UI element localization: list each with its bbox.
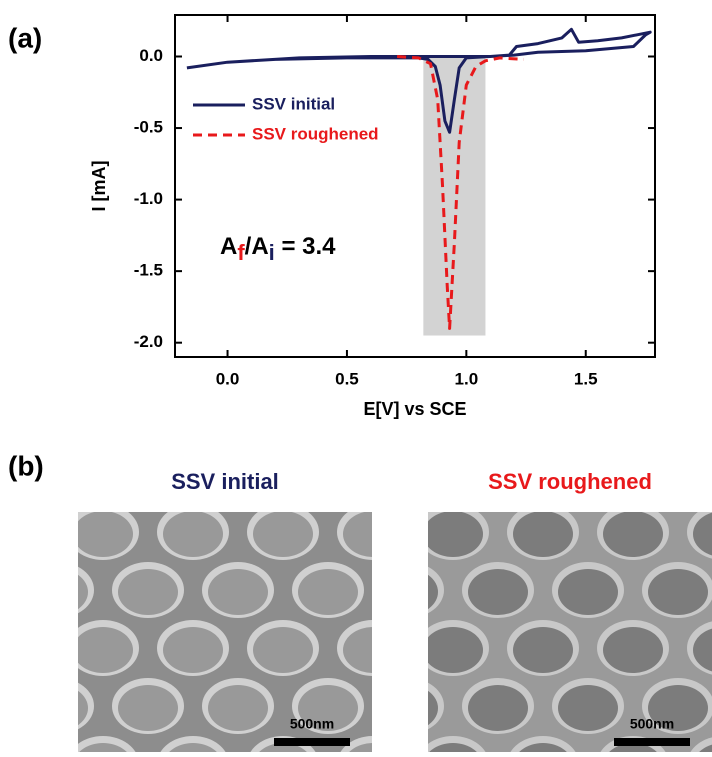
y-axis-label: I [mA] [89, 161, 109, 212]
sem-hole [253, 627, 313, 673]
x-tick-label: 1.0 [455, 369, 479, 388]
sem-hole [298, 685, 358, 731]
sem-hole [78, 627, 133, 673]
sem-hole [208, 685, 268, 731]
sem-hole [78, 574, 88, 610]
legend-label: SSV initial [252, 94, 335, 113]
plot-frame [174, 14, 656, 358]
sem-hole [693, 628, 712, 672]
sem-hole [118, 685, 178, 731]
annotation: Af/Ai = 3.4 [220, 233, 336, 265]
sem-hole [603, 512, 663, 557]
sem-holes [0, 504, 372, 752]
sem-hole [648, 569, 708, 615]
sem-hole [513, 512, 573, 557]
scale-bar-label: 500nm [630, 716, 674, 732]
sem-hole [558, 685, 618, 731]
sem-hole [343, 627, 372, 673]
sem-hole [428, 574, 438, 610]
annotation-part: /A [245, 233, 269, 260]
y-tick-label: -2.0 [134, 332, 163, 351]
sem-hole [468, 685, 528, 731]
sem-hole [169, 743, 217, 752]
sem-hole [648, 685, 708, 731]
sem-hole [78, 512, 133, 557]
sem-hole [513, 627, 573, 673]
x-axis-label: E[V] vs SCE [363, 399, 466, 419]
panel-label: (b) [8, 450, 44, 481]
sem-hole [699, 744, 712, 752]
sem-hole [519, 743, 567, 752]
annotation-part: A [220, 233, 237, 260]
sem-holes [428, 512, 712, 752]
sem-hole [343, 512, 372, 557]
sem-image: 500nm [428, 512, 712, 752]
sem-hole [163, 512, 223, 557]
sem-hole [428, 690, 438, 726]
annotation-part: f [237, 240, 245, 265]
sem-hole-rim [0, 620, 49, 676]
y-tick-label: -0.5 [134, 118, 163, 137]
sem-hole [428, 627, 483, 673]
y-tick-label: -1.5 [134, 261, 163, 280]
sem-hole [693, 512, 712, 556]
sem-hole [603, 627, 663, 673]
x-tick-label: 0.0 [216, 369, 240, 388]
sem-hole [163, 627, 223, 673]
sem-hole [253, 512, 313, 557]
sem-hole [0, 743, 43, 752]
panel-label: (a) [8, 22, 42, 53]
y-tick-label: -1.0 [134, 189, 163, 208]
image-title: SSV initial [171, 469, 279, 494]
annotation-part: i [269, 240, 275, 265]
sem-hole [118, 569, 178, 615]
scale-bar-label: 500nm [290, 716, 334, 732]
sem-hole [468, 569, 528, 615]
sem-hole-rim [0, 736, 49, 752]
sem-hole [349, 743, 372, 752]
image-title: SSV roughened [488, 469, 652, 494]
legend-label: SSV roughened [252, 124, 379, 143]
data-line [397, 55, 524, 330]
sem-hole [558, 569, 618, 615]
x-tick-label: 1.5 [574, 369, 598, 388]
sem-hole [78, 690, 88, 726]
sem-hole [429, 743, 477, 752]
data-line [186, 27, 652, 134]
sem-hole-rim [0, 504, 49, 560]
sem-hole [298, 569, 358, 615]
sem-hole [0, 627, 43, 673]
sem-hole [428, 512, 483, 557]
sem-hole [79, 743, 127, 752]
x-tick-label: 0.5 [335, 369, 359, 388]
y-tick-label: 0.0 [139, 46, 163, 65]
scale-bar [614, 738, 690, 746]
sem-hole [208, 569, 268, 615]
sem-image: 500nm [0, 504, 372, 752]
annotation-part: = 3.4 [275, 233, 336, 260]
sem-hole [0, 511, 43, 557]
scale-bar [274, 738, 350, 746]
